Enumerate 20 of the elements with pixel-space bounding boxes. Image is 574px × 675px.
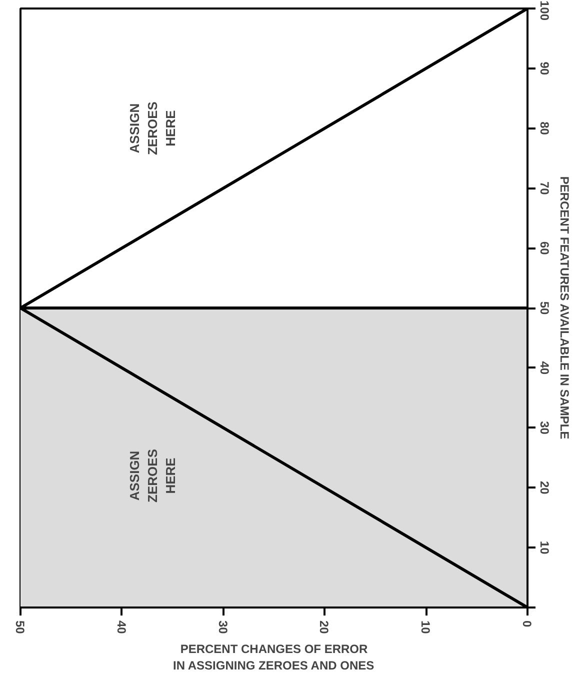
x-tick-label: 10 [418,620,433,634]
y-tick-label: 30 [538,421,552,435]
y-axis-title: PERCENT FEATURES AVAILABLE IN SAMPLE [558,176,572,440]
y-tick-label: 80 [538,122,552,136]
x-tick-label: 0 [520,620,534,628]
y-tick-label: 60 [538,241,552,256]
y-tick-label: 90 [538,62,552,76]
y-tick-label: 50 [538,301,552,315]
x-tick-label: 20 [317,620,332,634]
y-tick-label: 40 [538,361,552,375]
y-tick-label: 100 [538,0,552,21]
annotation: ASSIGN ZEROES HERE [126,101,178,156]
y-tick-label: 70 [538,182,552,196]
x-axis-title: PERCENT CHANGES OF ERROR IN ASSIGNING ZEROES AND ONES [172,642,374,673]
x-tick-label: 50 [13,620,27,634]
annotation: ASSIGN ZEROES HERE [126,448,178,502]
x-tick-label: 30 [216,620,230,634]
x-tick-label: 40 [114,620,128,634]
y-tick-label: 20 [538,481,552,495]
y-tick-label: 10 [538,540,552,555]
